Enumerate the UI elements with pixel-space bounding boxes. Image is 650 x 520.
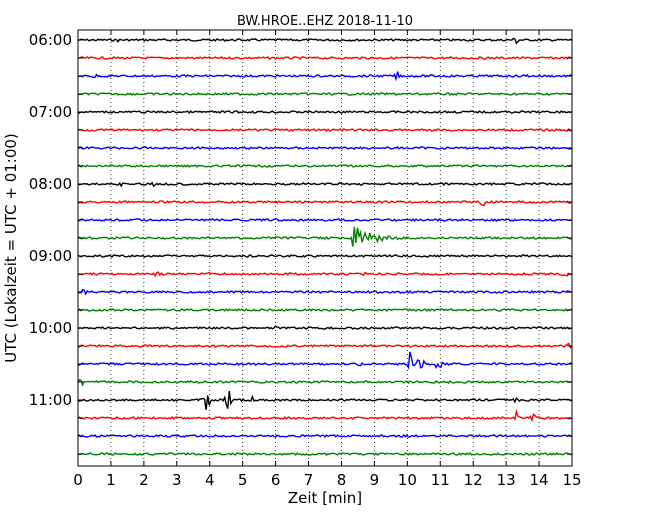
trace-line — [77, 342, 573, 349]
trace-line — [77, 433, 573, 438]
x-tick-labels: 0 1 2 3 4 5 6 7 8 9 10 11 12 13 14 15 — [73, 471, 581, 489]
trace-line — [77, 408, 573, 423]
trace-line — [77, 146, 573, 150]
y-tick-label: 11:00 — [29, 391, 72, 409]
y-tick-label: 06:00 — [29, 31, 72, 49]
trace-line — [77, 308, 573, 313]
trace-line — [77, 325, 573, 330]
plot-frame — [77, 29, 573, 467]
trace-line — [77, 226, 573, 247]
trace-line — [77, 127, 573, 133]
x-tick-label: 15 — [562, 471, 581, 489]
trace-line — [77, 109, 573, 115]
trace-line — [77, 91, 573, 97]
x-tick-label: 4 — [205, 471, 215, 489]
y-tick-label: 09:00 — [29, 247, 72, 265]
axis-ticks — [77, 30, 573, 466]
trace-line — [77, 56, 573, 61]
x-tick-label: 13 — [497, 471, 516, 489]
trace-line — [77, 254, 573, 259]
y-tick-label: 10:00 — [29, 319, 72, 337]
trace-line — [77, 452, 573, 457]
x-tick-label: 14 — [530, 471, 549, 489]
x-tick-label: 3 — [172, 471, 182, 489]
x-tick-label: 2 — [139, 471, 149, 489]
grid-lines — [110, 30, 540, 466]
x-tick-label: 5 — [238, 471, 248, 489]
x-tick-label: 6 — [271, 471, 281, 489]
trace-line — [78, 391, 573, 410]
y-tick-labels: 06:00 07:00 08:00 09:00 10:00 11:00 — [29, 31, 72, 409]
trace-line — [77, 218, 573, 222]
x-tick-label: 12 — [464, 471, 483, 489]
trace-line — [77, 71, 573, 82]
trace-line — [77, 200, 573, 207]
trace-line — [77, 378, 573, 387]
chart-title: BW.HROE..EHZ 2018-11-10 — [237, 14, 413, 29]
trace-line — [77, 164, 573, 168]
x-tick-label: 7 — [304, 471, 314, 489]
y-tick-label: 08:00 — [29, 175, 72, 193]
trace-line — [77, 271, 573, 278]
x-tick-label: 9 — [370, 471, 380, 489]
x-tick-label: 8 — [337, 471, 347, 489]
x-tick-label: 0 — [73, 471, 83, 489]
x-tick-label: 11 — [431, 471, 450, 489]
x-tick-label: 1 — [106, 471, 116, 489]
y-tick-label: 07:00 — [29, 103, 72, 121]
trace-line — [77, 288, 573, 296]
y-axis-label: UTC (Lokalzeit = UTC + 01:00) — [2, 133, 20, 363]
seismic-traces — [77, 37, 573, 457]
trace-line — [77, 181, 573, 188]
x-axis-label: Zeit [min] — [288, 489, 362, 507]
x-tick-label: 10 — [398, 471, 417, 489]
trace-line — [77, 37, 573, 45]
trace-line — [78, 351, 573, 370]
